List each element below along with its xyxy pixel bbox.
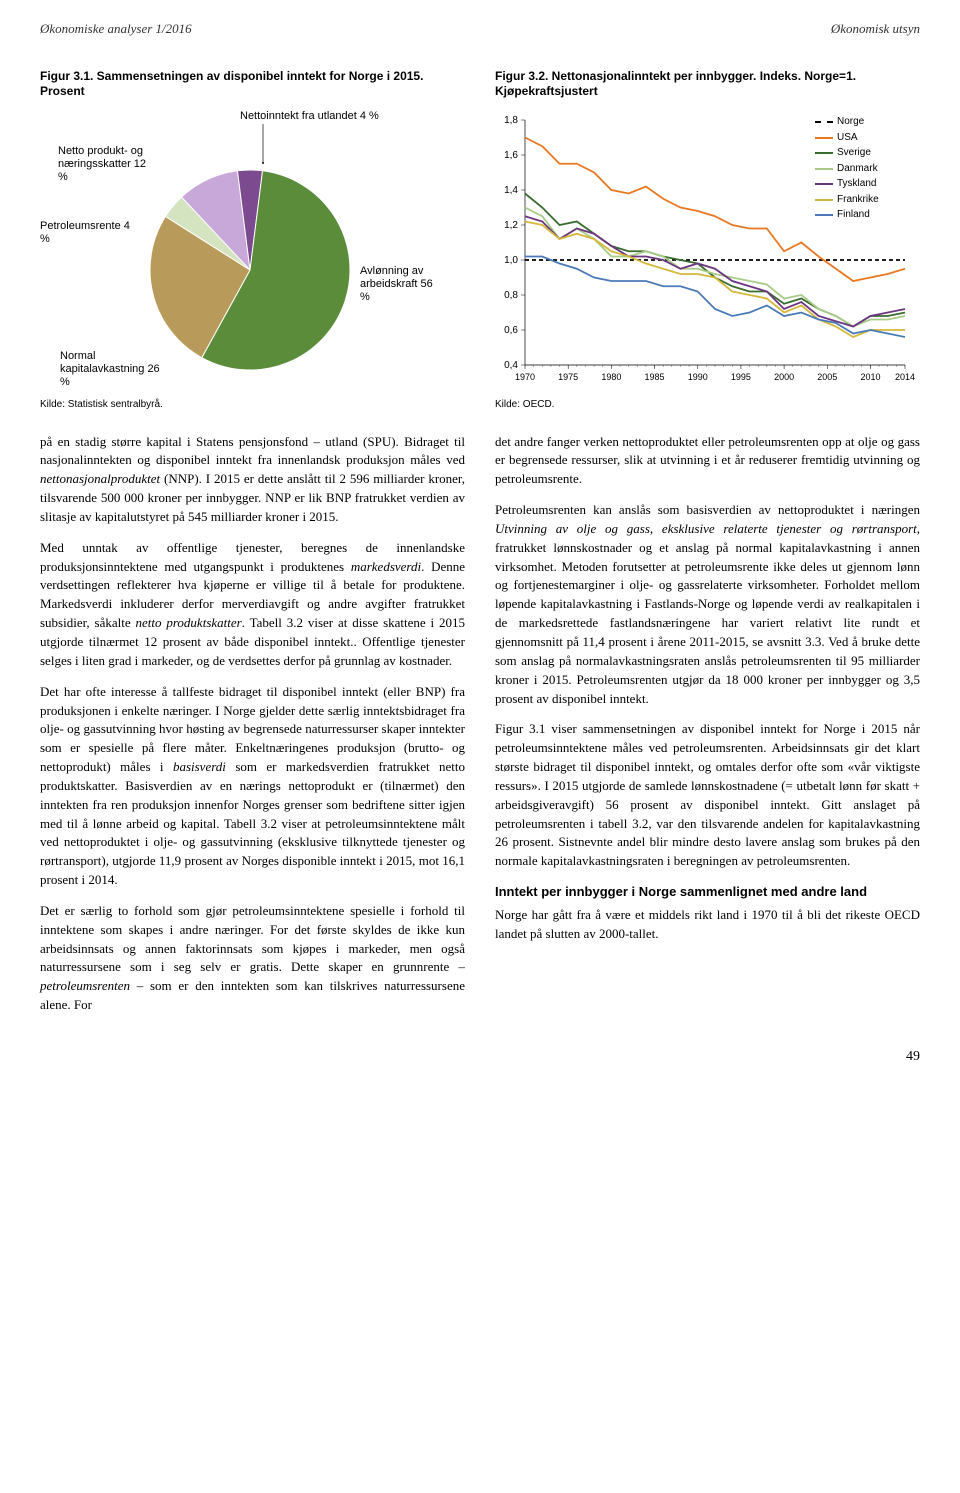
svg-text:1985: 1985	[645, 372, 665, 382]
svg-text:1975: 1975	[558, 372, 578, 382]
page-number: 49	[40, 1047, 920, 1067]
line-chart-container: 0,4 0,6 0,8 1,0 1,2 1,4 1,6 1,8 1970 1975 1980 1985…	[495, 110, 915, 390]
section-heading: Inntekt per innbygger i Norge sammenlign…	[495, 883, 920, 902]
label-netto-produkt: Netto produkt- og næringsskatter 12 %	[58, 145, 148, 185]
body-columns: på en stadig større kapital i Statens pe…	[40, 433, 920, 1027]
svg-text:1,6: 1,6	[504, 150, 518, 161]
svg-text:1980: 1980	[601, 372, 621, 382]
left-column: på en stadig større kapital i Statens pe…	[40, 433, 465, 1027]
svg-text:1995: 1995	[731, 372, 751, 382]
svg-text:1,4: 1,4	[504, 185, 518, 196]
body-paragraph: Det har ofte interesse å tallfeste bidra…	[40, 683, 465, 890]
svg-text:1,2: 1,2	[504, 220, 518, 231]
body-paragraph: Det er særlig to forhold som gjør petrol…	[40, 902, 465, 1015]
body-paragraph: Norge har gått fra å være et middels rik…	[495, 906, 920, 944]
figures-row: Figur 3.1. Sammensetningen av disponibel…	[40, 69, 920, 413]
label-avlonning: Avlønning av arbeidskraft 56 %	[360, 265, 440, 305]
pie-chart	[140, 160, 360, 380]
figure-32: Figur 3.2. Nettonasjonalinntekt per innb…	[495, 69, 920, 413]
legend-item: Finland	[815, 208, 879, 223]
svg-text:0,4: 0,4	[504, 360, 518, 371]
svg-text:2000: 2000	[774, 372, 794, 382]
fig32-title: Figur 3.2. Nettonasjonalinntekt per innb…	[495, 69, 920, 100]
legend: NorgeUSASverigeDanmarkTysklandFrankrikeF…	[815, 115, 879, 224]
legend-item: USA	[815, 131, 879, 146]
header-left: Økonomiske analyser 1/2016	[40, 20, 192, 39]
fig31-kilde: Kilde: Statistisk sentralbyrå.	[40, 398, 465, 413]
svg-text:0,8: 0,8	[504, 290, 518, 301]
header-right: Økonomisk utsyn	[831, 20, 920, 39]
legend-item: Frankrike	[815, 193, 879, 208]
svg-text:1970: 1970	[515, 372, 535, 382]
page-header: Økonomiske analyser 1/2016 Økonomisk uts…	[40, 20, 920, 39]
fig31-title: Figur 3.1. Sammensetningen av disponibel…	[40, 69, 465, 100]
legend-item: Danmark	[815, 162, 879, 177]
body-paragraph: Petroleumsrenten kan anslås som basisver…	[495, 501, 920, 708]
label-nettoinntekt: Nettoinntekt fra utlandet 4 %	[240, 110, 390, 123]
right-column: det andre fanger verken nettoproduktet e…	[495, 433, 920, 1027]
figure-31: Figur 3.1. Sammensetningen av disponibel…	[40, 69, 465, 413]
svg-text:2005: 2005	[817, 372, 837, 382]
svg-text:1990: 1990	[688, 372, 708, 382]
body-paragraph: Med unntak av offentlige tjenester, bere…	[40, 539, 465, 671]
fig32-kilde: Kilde: OECD.	[495, 398, 920, 413]
legend-item: Norge	[815, 115, 879, 130]
svg-text:0,6: 0,6	[504, 325, 518, 336]
legend-item: Sverige	[815, 146, 879, 161]
body-paragraph: Figur 3.1 viser sammensetningen av dispo…	[495, 720, 920, 871]
legend-item: Tyskland	[815, 177, 879, 192]
label-petroleum: Petroleumsrente 4 %	[40, 220, 140, 246]
svg-text:2014: 2014	[895, 372, 915, 382]
body-paragraph: det andre fanger verken nettoproduktet e…	[495, 433, 920, 490]
svg-text:1,8: 1,8	[504, 115, 518, 126]
body-paragraph: på en stadig større kapital i Statens pe…	[40, 433, 465, 527]
svg-text:2010: 2010	[860, 372, 880, 382]
svg-text:1,0: 1,0	[504, 255, 518, 266]
pie-container: Nettoinntekt fra utlandet 4 % Netto prod…	[40, 110, 460, 390]
